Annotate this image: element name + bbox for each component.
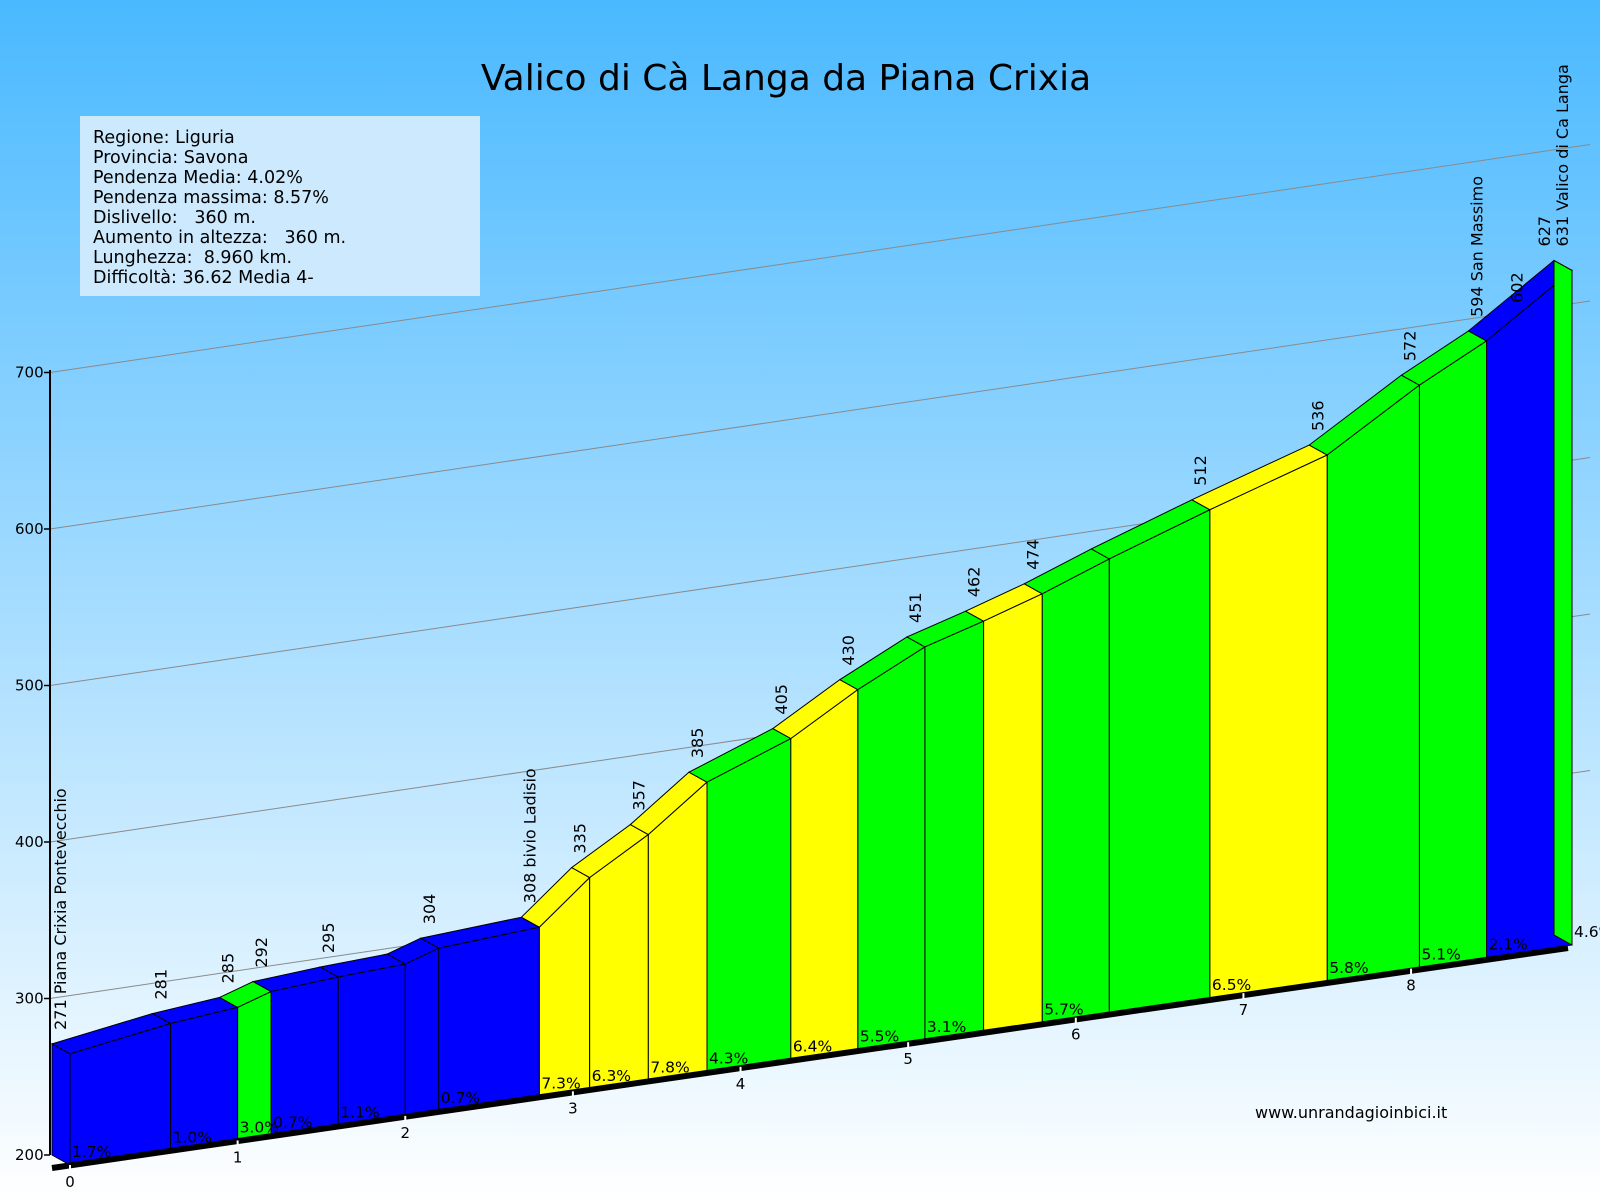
elevation-label-2: 285 (219, 953, 238, 984)
grade-label-8: 6.3% (592, 1067, 631, 1085)
km-tick-label-5: 5 (903, 1050, 913, 1068)
grade-label-7: 7.3% (541, 1074, 580, 1092)
grade-label-10: 4.3% (709, 1050, 748, 1068)
km-tick-label-1: 1 (233, 1148, 243, 1166)
profile-bands (50, 259, 1573, 1166)
info-provincia: Provincia: Savona (93, 148, 248, 168)
grade-label-4: 1.1% (340, 1104, 379, 1122)
info-pendenza-media: Pendenza Media: 4.02% (93, 168, 303, 188)
info-box-background (80, 116, 480, 296)
grade-label-15: 5.7% (1044, 1001, 1083, 1019)
elevation-label-11: 430 (839, 635, 858, 666)
segment-front-12 (857, 646, 926, 1051)
elevation-label-3: 292 (252, 937, 271, 968)
distance-axis: 0 1 2 3 4 5 6 7 8 (51, 945, 1569, 1191)
website-credit: www.unrandagioinbici.it (1255, 1103, 1447, 1122)
info-box: Regione: Liguria Provincia: Savona Pende… (80, 116, 480, 296)
elevation-label-4: 295 (319, 922, 338, 953)
km-tick-label-3: 3 (568, 1099, 578, 1117)
segment-front-17 (1209, 454, 1328, 999)
km-tick-label-0: 0 (65, 1173, 75, 1191)
grade-label-1: 1.0% (173, 1128, 212, 1146)
elevation-label-20: 627 (1535, 216, 1554, 247)
elevation-label-9: 385 (688, 728, 707, 759)
info-aumento: Aumento in altezza: 360 m. (93, 228, 346, 248)
segment-front-4 (337, 963, 406, 1127)
elevation-label-1: 281 (152, 969, 171, 1000)
info-difficolta: Difficoltà: 36.62 Media 4- (93, 268, 314, 288)
segment-front-5 (404, 947, 440, 1117)
elevation-label-7: 335 (571, 823, 590, 854)
km-tick-label-6: 6 (1071, 1026, 1081, 1044)
elevation-label-16: 536 (1308, 400, 1327, 431)
elevation-label-13: 462 (965, 567, 984, 598)
grade-label-13: 3.1% (927, 1018, 966, 1036)
grade-label-11: 6.4% (793, 1037, 832, 1055)
gridline-700 (49, 144, 1591, 373)
y-tick-label-600: 600 (15, 520, 44, 538)
grade-label-17: 6.5% (1212, 976, 1251, 994)
grade-label-0: 1.7% (72, 1143, 111, 1161)
segment-side-end (1553, 259, 1573, 946)
info-regione: Regione: Liguria (93, 128, 235, 148)
segment-front-11 (790, 688, 859, 1060)
grade-label-3: 0.7% (273, 1114, 312, 1132)
grade-labels: 1.7%1.0%3.0%0.7%1.1%0.7%7.3% 6.3% 7.8% 4.3%… (72, 923, 1600, 1161)
gridline-600 (49, 300, 1591, 530)
grade-label-12: 5.5% (860, 1028, 899, 1046)
segment-side-start (51, 1043, 71, 1166)
y-tick-label-400: 400 (15, 833, 44, 851)
segment-front-9 (647, 781, 708, 1081)
km-tick-label-8: 8 (1406, 977, 1416, 995)
y-axis: 200 300 400 500 600 700 (15, 364, 51, 1164)
segment-front-6 (438, 926, 540, 1112)
segment-front-14 (983, 592, 1043, 1032)
elevation-label-8: 357 (629, 780, 648, 811)
elevation-label-12: 451 (906, 592, 925, 623)
segment-front-19 (1418, 339, 1488, 968)
chart-title: Valico di Cà Langa da Piana Crixia (481, 58, 1091, 99)
elevation-label-21: 631 Valico di Ca Langa (1553, 64, 1572, 246)
segment-front-10 (706, 737, 792, 1073)
segment-front-8 (589, 833, 649, 1090)
grade-label-6: 0.7% (441, 1089, 480, 1107)
km-tick-label-7: 7 (1239, 1001, 1249, 1019)
elevation-label-10: 405 (772, 684, 791, 715)
elevation-label-6: 308 bivio Ladisio (520, 768, 539, 903)
elevation-labels: 271 Piana Crixia Pontevecchio 281 285 292 29… (51, 64, 1572, 1030)
grade-label-21: 4.6% (1574, 923, 1600, 941)
y-tick-label-500: 500 (15, 677, 44, 695)
segment-front-3 (270, 976, 339, 1137)
y-tick-label-200: 200 (15, 1146, 44, 1164)
info-pendenza-massima: Pendenza massima: 8.57% (93, 188, 329, 208)
km-tick-label-2: 2 (400, 1124, 410, 1142)
elevation-label-19: 602 (1508, 272, 1527, 303)
grade-label-20: 2.1% (1489, 936, 1528, 954)
ground-line (51, 945, 1569, 1171)
elevation-label-0: 271 Piana Crixia Pontevecchio (51, 788, 70, 1030)
segment-front-18 (1326, 384, 1420, 982)
elevation-label-18: 594 San Massimo (1468, 176, 1487, 317)
grade-label-18: 5.8% (1329, 959, 1368, 977)
elevation-label-5: 304 (420, 894, 439, 925)
grade-label-19: 5.1% (1421, 945, 1460, 963)
grade-label-2: 3.0% (240, 1118, 279, 1136)
segment-front-15 (1041, 558, 1110, 1024)
elevation-label-17: 572 (1400, 331, 1419, 362)
info-dislivello: Dislivello: 360 m. (93, 208, 256, 228)
info-lunghezza: Lunghezza: 8.960 km. (93, 248, 292, 268)
y-tick-label-700: 700 (15, 364, 44, 382)
elevation-label-14: 474 (1023, 539, 1042, 570)
segment-front-13 (924, 620, 985, 1041)
y-tick-label-300: 300 (15, 990, 44, 1008)
segment-front-16 (1108, 508, 1211, 1014)
km-tick-label-4: 4 (736, 1075, 746, 1093)
elevation-label-15: 512 (1191, 455, 1210, 486)
grade-label-9: 7.8% (650, 1058, 689, 1076)
